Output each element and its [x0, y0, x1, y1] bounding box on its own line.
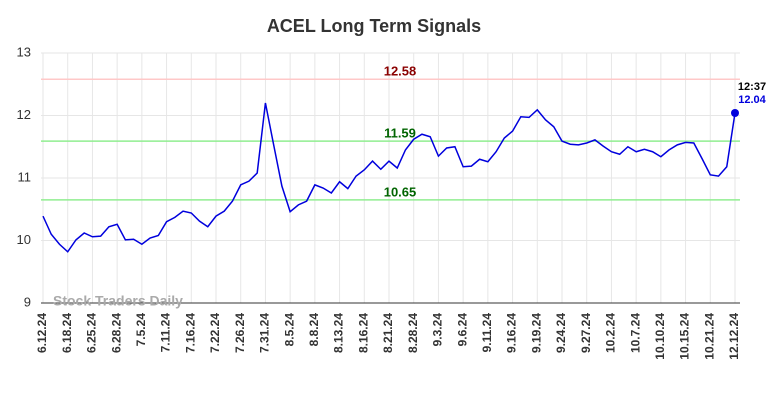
x-tick-label: 10.7.24: [628, 313, 642, 353]
x-tick-label: 8.13.24: [332, 313, 346, 353]
x-tick-label: 6.18.24: [60, 313, 74, 353]
x-tick-label: 7.22.24: [208, 313, 222, 353]
x-tick-label: 7.11.24: [159, 313, 173, 353]
x-tick-label: 10.10.24: [653, 313, 667, 360]
x-tick-label: 8.21.24: [381, 313, 395, 353]
x-tick-label: 7.16.24: [183, 313, 197, 353]
x-tick-label: 7.26.24: [233, 313, 247, 353]
signal-label: 10.65: [384, 184, 417, 199]
y-tick-label: 13: [17, 44, 31, 59]
x-tick-label: 7.31.24: [258, 313, 272, 353]
y-tick-label: 12: [17, 107, 31, 122]
watermark: Stock Traders Daily: [53, 293, 183, 309]
x-tick-label: 12.12.24: [727, 313, 741, 360]
x-tick-label: 8.28.24: [406, 313, 420, 353]
x-tick-label: 8.16.24: [356, 313, 370, 353]
x-tick-label: 8.8.24: [307, 313, 321, 347]
y-tick-label: 11: [18, 169, 32, 184]
last-time: 12:37: [738, 81, 766, 93]
price-line: [42, 102, 736, 253]
y-tick-label: 10: [17, 232, 31, 247]
x-tick-label: 9.27.24: [579, 313, 593, 353]
x-tick-label: 9.3.24: [431, 313, 445, 347]
x-tick-label: 9.24.24: [554, 313, 568, 353]
signal-label: 11.59: [384, 126, 416, 141]
chart-title: ACEL Long Term Signals: [267, 16, 481, 36]
x-tick-label: 9.6.24: [455, 313, 469, 347]
last-point: [731, 109, 739, 117]
last-value: 12.04: [738, 94, 766, 106]
x-tick-label: 9.16.24: [505, 313, 519, 353]
x-tick-label: 9.11.24: [480, 313, 494, 353]
x-tick-label: 10.15.24: [678, 313, 692, 360]
x-tick-label: 7.5.24: [134, 313, 148, 347]
x-tick-label: 6.12.24: [35, 313, 49, 353]
x-tick-label: 9.19.24: [529, 313, 543, 353]
x-tick-label: 6.28.24: [109, 313, 123, 353]
x-tick-label: 8.5.24: [282, 313, 296, 347]
x-tick-label: 10.21.24: [702, 313, 716, 360]
y-tick-label: 9: [24, 294, 31, 309]
signal-label: 12.58: [384, 64, 417, 79]
x-tick-label: 6.25.24: [85, 313, 99, 353]
x-tick-label: 10.2.24: [604, 313, 618, 353]
